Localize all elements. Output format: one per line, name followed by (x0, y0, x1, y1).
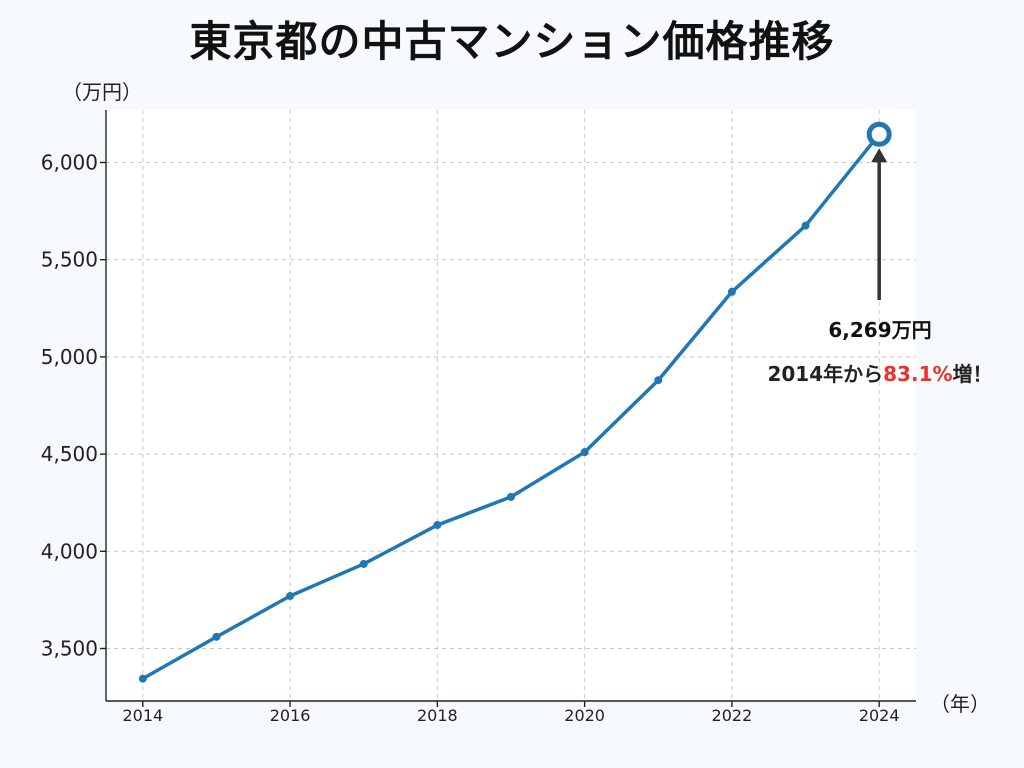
annotation-growth-suffix: 増！ (952, 362, 993, 386)
series (138, 121, 892, 683)
data-point (138, 674, 147, 683)
data-point (507, 492, 515, 501)
latest-value-marker (866, 121, 892, 147)
annotation-arrow-head (871, 148, 888, 163)
y-tick-label: 4,500 (41, 442, 98, 466)
data-point (433, 521, 442, 530)
x-tick-label: 2022 (712, 706, 753, 725)
data-point (654, 376, 663, 385)
y-tick-label: 5,500 (41, 248, 98, 272)
y-tick-label: 4,000 (41, 539, 98, 563)
data-point (727, 287, 736, 296)
data-point (286, 592, 295, 601)
y-tick-label: 5,000 (41, 345, 98, 369)
y-axis-unit-label: （万円） (62, 80, 142, 104)
y-tick-label: 6,000 (41, 150, 98, 174)
tick-labels: 3,500 4,000 4,500 5,000 5,500 6,000 2014 2016 20… (41, 150, 900, 725)
chart-title: 東京都の中古マンション価格推移 (189, 17, 835, 66)
x-tick-label: 2014 (122, 706, 163, 725)
grid (106, 110, 916, 701)
x-axis-unit-label: （年） (930, 692, 990, 716)
plot-background (106, 110, 916, 701)
data-point (212, 632, 221, 641)
x-tick-label: 2018 (417, 706, 458, 725)
axes (105, 110, 916, 702)
x-tick-label: 2016 (270, 706, 311, 725)
annotation-growth-prefix: 2014年から (767, 362, 884, 386)
data-point (359, 559, 368, 568)
x-tick-label: 2020 (564, 706, 605, 725)
x-tick-label: 2024 (859, 706, 900, 725)
annotation-growth-percent: 83.1% (883, 362, 953, 386)
data-point (580, 448, 589, 457)
annotation-growth: 2014年から83.1%増！ (750, 358, 1010, 387)
data-point (801, 221, 810, 230)
annotation-arrow-group (871, 148, 888, 300)
annotation-value: 6,269万円 (828, 318, 932, 342)
y-tick-label: 3,500 (41, 637, 98, 661)
plot-area (106, 110, 916, 701)
